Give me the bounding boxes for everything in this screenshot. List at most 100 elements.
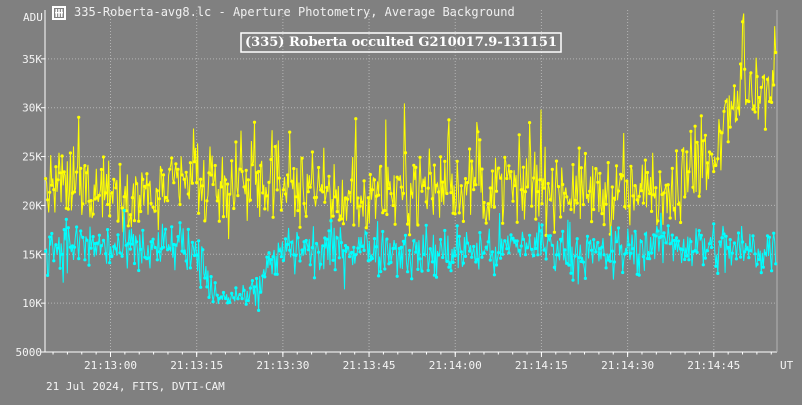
data-point (242, 288, 246, 292)
data-point (269, 157, 273, 162)
data-point (585, 234, 590, 238)
data-point (310, 246, 314, 250)
data-point (265, 194, 269, 198)
data-point (536, 253, 540, 257)
data-point (612, 260, 617, 264)
data-point (455, 159, 459, 163)
data-point (335, 236, 339, 240)
data-point (240, 169, 244, 174)
data-point (91, 212, 95, 216)
data-point (734, 117, 739, 121)
data-point (610, 185, 614, 189)
data-point (232, 296, 236, 300)
data-point (486, 202, 490, 206)
data-point (308, 263, 312, 267)
data-point (747, 256, 751, 260)
data-point (629, 164, 633, 168)
data-point (478, 138, 482, 142)
data-point (319, 188, 323, 192)
data-point (296, 236, 300, 240)
data-point (577, 146, 581, 150)
data-point (548, 234, 552, 238)
data-point (542, 248, 546, 252)
data-point (153, 245, 157, 250)
data-point (705, 161, 710, 165)
data-point (523, 253, 528, 257)
data-point (203, 276, 207, 280)
data-point (548, 198, 552, 202)
data-point (104, 191, 108, 195)
data-point (525, 246, 530, 250)
data-point (441, 180, 445, 184)
data-point (252, 120, 257, 124)
data-point (410, 277, 414, 281)
data-point (281, 188, 285, 192)
data-point (761, 75, 765, 79)
y-tick-label: 35K (22, 53, 42, 66)
data-point (104, 252, 108, 256)
data-point (414, 165, 418, 169)
data-point (120, 206, 124, 210)
data-point (114, 247, 118, 251)
data-point (476, 257, 480, 261)
data-point (294, 195, 298, 199)
data-point (244, 168, 248, 172)
data-point (414, 250, 418, 254)
data-point (683, 195, 687, 199)
data-point (137, 268, 141, 273)
data-point (763, 127, 768, 131)
data-point (153, 209, 157, 213)
data-point (482, 251, 486, 255)
data-point (767, 235, 772, 239)
data-point (170, 225, 174, 229)
data-point (106, 202, 110, 207)
data-point (478, 231, 482, 235)
data-point (430, 197, 434, 201)
data-point (219, 185, 223, 189)
data-point (60, 252, 64, 256)
data-point (89, 199, 93, 203)
data-point (468, 147, 472, 151)
data-point (720, 131, 724, 135)
data-point (660, 234, 664, 238)
data-point (126, 242, 130, 246)
data-point (263, 275, 267, 279)
data-point (538, 178, 542, 182)
data-point (666, 224, 670, 228)
data-point (215, 199, 219, 203)
data-point (602, 223, 606, 227)
data-point (451, 260, 455, 264)
data-point (726, 140, 730, 144)
data-point (250, 279, 254, 283)
data-point (141, 177, 145, 181)
data-point (277, 176, 281, 180)
data-point (679, 220, 683, 225)
data-point (443, 159, 447, 163)
data-point (370, 188, 374, 192)
data-point (751, 234, 755, 238)
data-point (44, 249, 48, 253)
data-point (412, 239, 416, 243)
data-point (614, 164, 619, 168)
data-point (261, 191, 265, 195)
data-point (168, 246, 172, 251)
data-point (612, 196, 617, 200)
data-point (83, 258, 87, 262)
data-point (643, 232, 648, 236)
data-point (428, 171, 432, 175)
data-point (201, 184, 205, 188)
data-point (238, 292, 242, 297)
lightcurve-app-icon[interactable] (52, 5, 66, 20)
data-point (83, 164, 87, 168)
x-tick-label: 21:14:45 (687, 359, 740, 372)
data-point (352, 223, 356, 227)
data-point (763, 252, 768, 256)
data-point (101, 238, 106, 242)
data-point (540, 223, 544, 227)
data-point (641, 255, 646, 259)
data-point (184, 259, 188, 263)
data-point (674, 149, 679, 153)
data-point (269, 258, 273, 262)
data-point (418, 155, 422, 159)
